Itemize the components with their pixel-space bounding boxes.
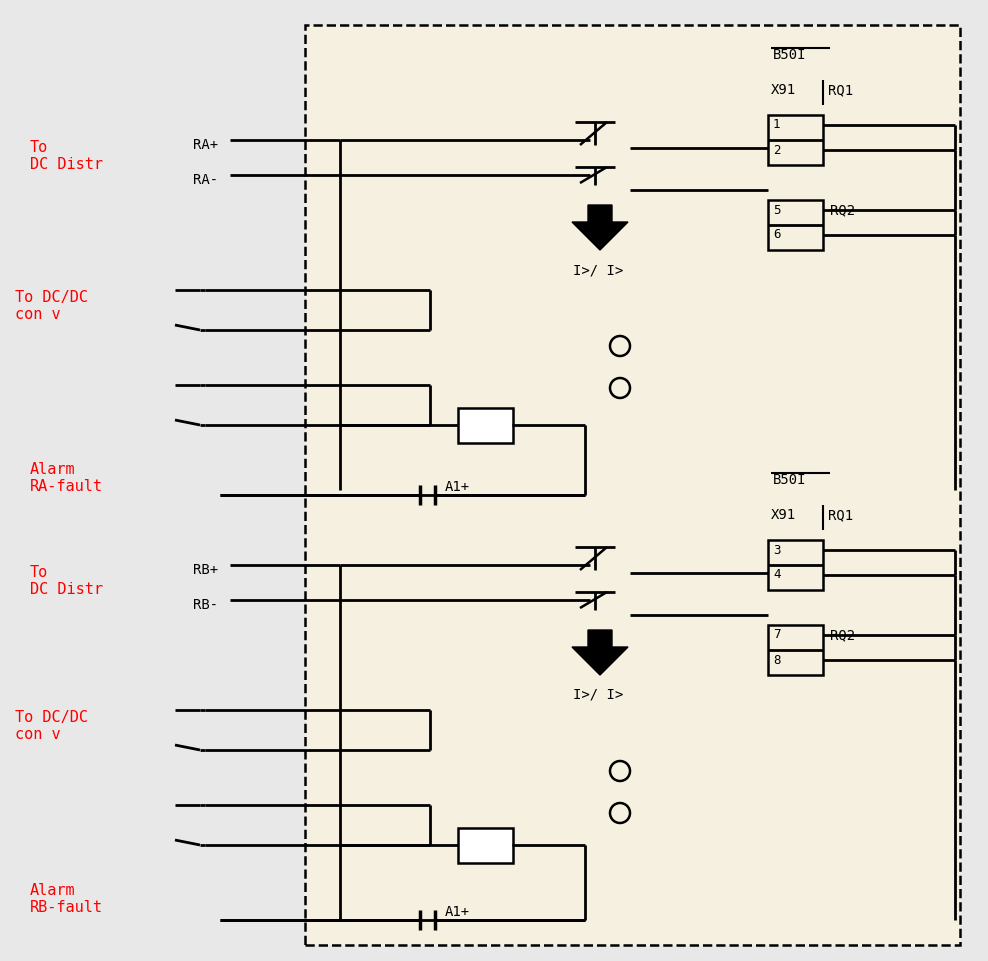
Text: A1+: A1+	[445, 905, 470, 919]
Text: RB+: RB+	[193, 563, 218, 577]
Text: 7: 7	[773, 628, 781, 642]
Text: I>/ I>: I>/ I>	[573, 688, 623, 702]
Text: To
DC Distr: To DC Distr	[30, 565, 103, 598]
Text: B50I: B50I	[773, 473, 806, 487]
Text: 3: 3	[773, 544, 781, 556]
Text: 4: 4	[773, 569, 781, 581]
Bar	[305, 25, 960, 945]
Text: RQ2: RQ2	[830, 628, 856, 642]
Text: Alarm
RA-fault: Alarm RA-fault	[30, 462, 103, 494]
Text: 6: 6	[773, 229, 781, 241]
Polygon shape	[572, 630, 628, 675]
Text: 5: 5	[773, 204, 781, 216]
Bar	[458, 828, 513, 863]
Text: RQ2: RQ2	[830, 203, 856, 217]
Bar	[768, 625, 823, 675]
Text: To
DC Distr: To DC Distr	[30, 140, 103, 172]
Text: 1: 1	[773, 118, 781, 132]
Text: I>/ I>: I>/ I>	[573, 263, 623, 277]
Bar	[768, 540, 823, 590]
Text: Alarm
RB-fault: Alarm RB-fault	[30, 883, 103, 916]
Text: RA-: RA-	[193, 173, 218, 187]
Text: X91: X91	[771, 508, 796, 522]
Bar	[768, 115, 823, 165]
Text: RB-: RB-	[193, 598, 218, 612]
Text: RA+: RA+	[193, 138, 218, 152]
Text: To DC/DC
con v: To DC/DC con v	[15, 710, 88, 743]
Text: X91: X91	[771, 83, 796, 97]
Polygon shape	[572, 205, 628, 250]
Bar	[458, 408, 513, 443]
Text: 2: 2	[773, 143, 781, 157]
Text: RQ1: RQ1	[828, 508, 853, 522]
Text: To DC/DC
con v: To DC/DC con v	[15, 290, 88, 322]
Text: 8: 8	[773, 653, 781, 667]
Text: B50I: B50I	[773, 48, 806, 62]
Text: A1+: A1+	[445, 480, 470, 494]
Text: RQ1: RQ1	[828, 83, 853, 97]
Bar	[768, 200, 823, 250]
